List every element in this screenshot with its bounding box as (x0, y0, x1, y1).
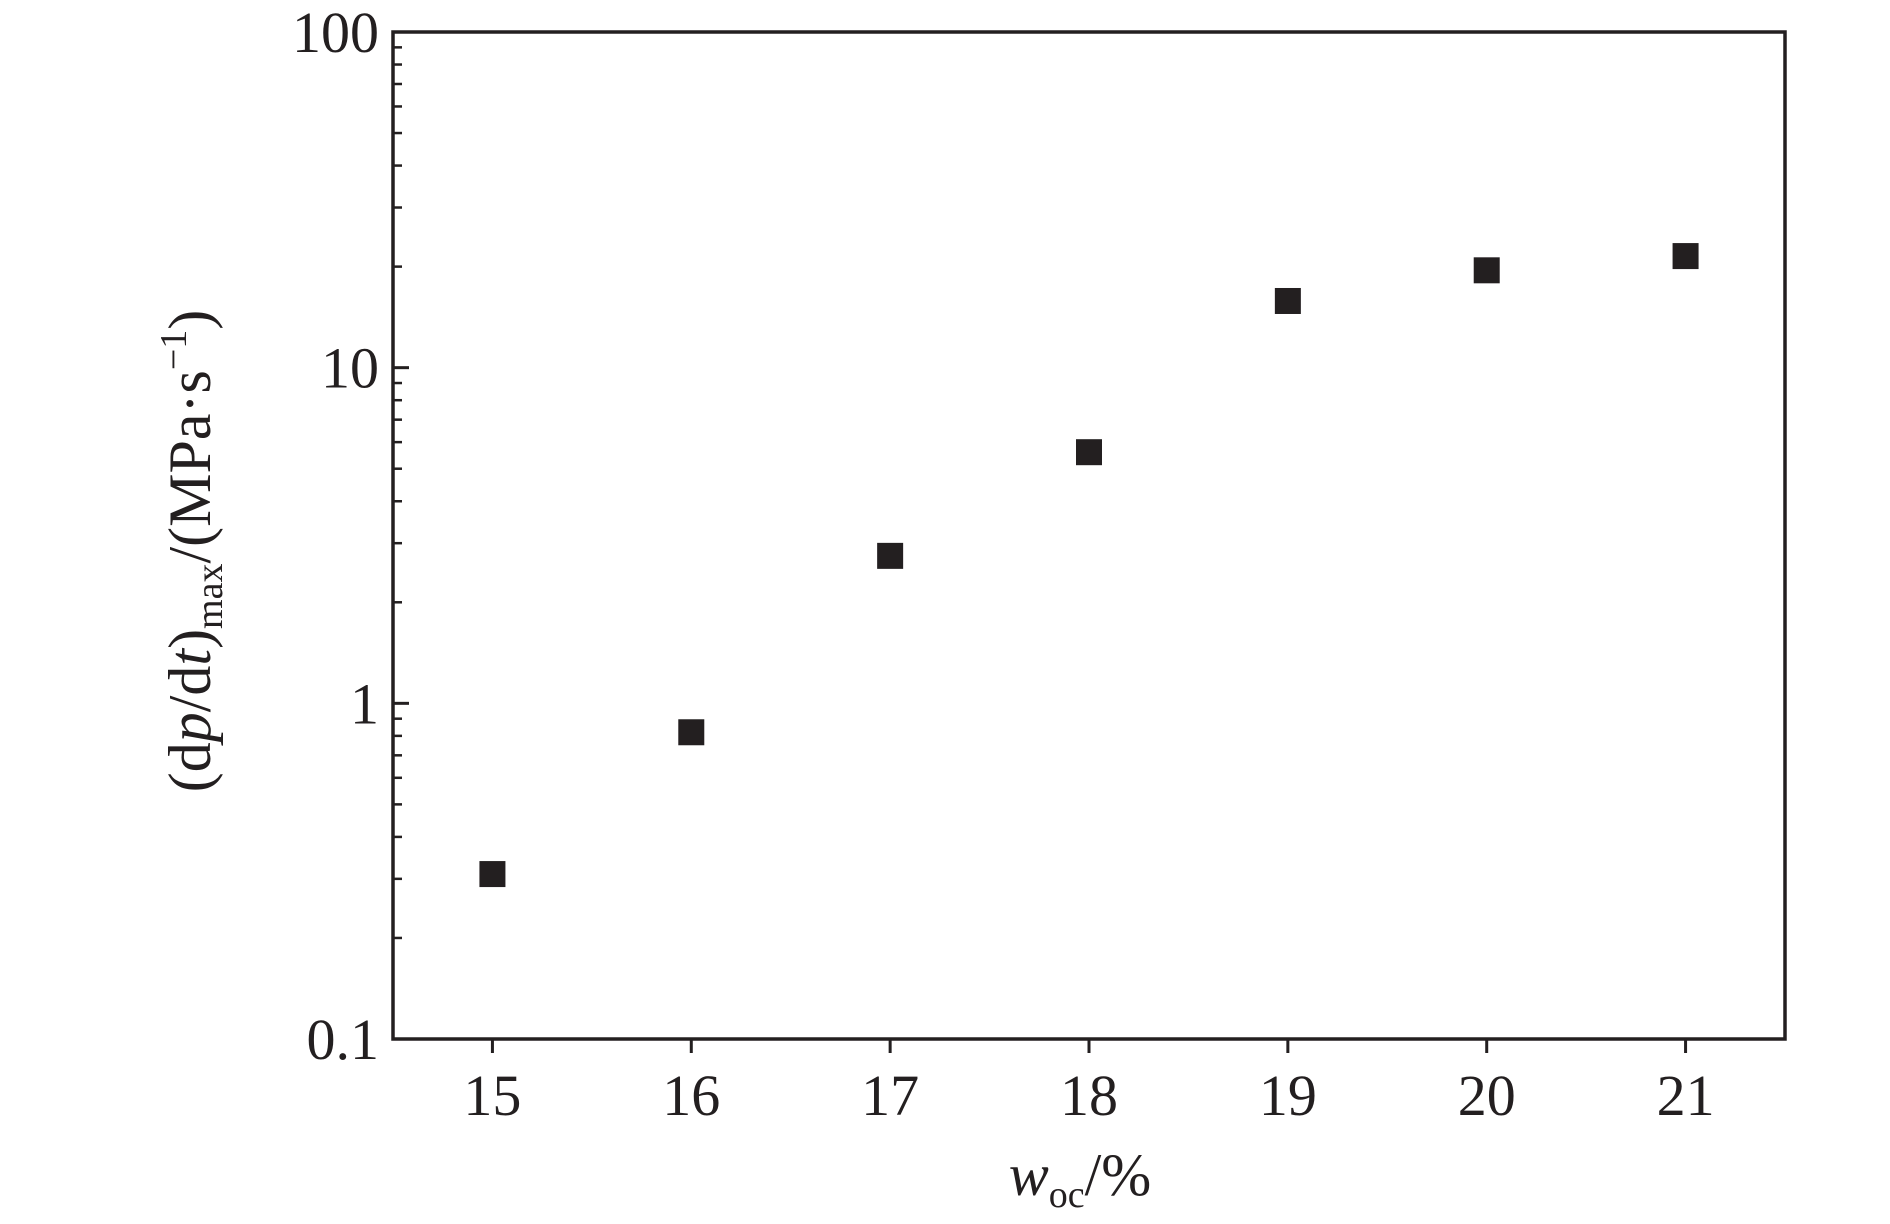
x-tick-label: 18 (1060, 1063, 1118, 1128)
data-markers (479, 243, 1699, 888)
data-point (678, 719, 705, 746)
x-tick-label: 19 (1259, 1063, 1317, 1128)
y-axis-open: (d (157, 742, 223, 792)
y-axis-label: (dp/dt)max/(MPa·s−1) (153, 310, 231, 793)
x-tick-label: 21 (1657, 1063, 1715, 1128)
y-tick-label: 0.1 (307, 1007, 380, 1072)
y-axis-var2: t (157, 648, 223, 666)
y-tick-labels: 0.1 1 10 100 (292, 0, 379, 1072)
x-tick-label: 20 (1458, 1063, 1516, 1128)
x-tick-labels: 15 16 17 18 19 20 21 (463, 1063, 1714, 1128)
y-axis-var1: p (157, 712, 223, 746)
x-axis-sub: oc (1049, 1174, 1085, 1216)
y-axis-end: ) (157, 310, 223, 330)
x-tick-label: 17 (861, 1063, 919, 1128)
y-minor-ticks (393, 46, 402, 940)
major-ticks (393, 30, 1688, 1053)
y-axis-sup: −1 (153, 330, 195, 370)
data-point (1274, 287, 1301, 314)
y-axis-mid: /d (157, 666, 223, 713)
y-tick-label: 10 (321, 336, 379, 401)
y-tick-label: 100 (292, 0, 379, 65)
data-point (877, 542, 904, 569)
y-axis-close: ) (157, 629, 223, 649)
x-tick-label: 16 (662, 1063, 720, 1128)
y-tick-label: 1 (350, 671, 379, 736)
x-axis-unit: /% (1085, 1142, 1152, 1208)
data-point (1076, 439, 1102, 466)
x-tick-label: 15 (463, 1063, 521, 1128)
data-point (479, 861, 506, 888)
y-axis-sub: max (189, 564, 231, 629)
data-point (1473, 257, 1500, 284)
x-axis-var: w (1009, 1142, 1049, 1208)
data-point (1672, 243, 1699, 270)
y-axis-unit: /(MPa·s (157, 370, 223, 563)
x-axis-label: woc/% (1009, 1142, 1152, 1216)
